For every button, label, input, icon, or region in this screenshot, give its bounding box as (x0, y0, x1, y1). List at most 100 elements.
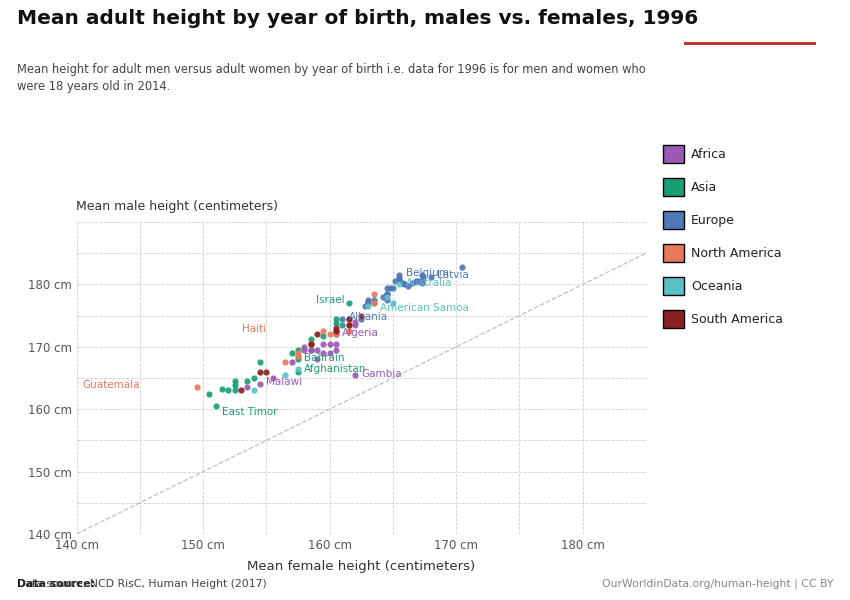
Point (253, 379, 267, 389)
Point (401, 281, 415, 290)
Point (209, 401, 223, 411)
Point (393, 274, 406, 283)
Point (241, 383, 254, 392)
Point (228, 380, 241, 390)
Point (354, 314, 368, 323)
Point (316, 339, 330, 349)
Point (329, 345, 343, 355)
Text: Bahrain: Bahrain (304, 353, 345, 363)
Point (329, 318, 343, 328)
Point (380, 289, 394, 299)
Point (380, 283, 394, 292)
Text: Afghanistan: Afghanistan (304, 364, 366, 374)
Point (348, 320, 362, 330)
Point (393, 280, 406, 289)
Text: Mean male height (centimeters): Mean male height (centimeters) (76, 200, 279, 213)
Text: Europe: Europe (691, 214, 735, 227)
Point (388, 277, 402, 286)
Point (393, 275, 406, 284)
Point (310, 345, 324, 355)
Point (228, 376, 241, 386)
Text: Data source:: Data source: (17, 579, 95, 589)
Point (292, 352, 305, 361)
Point (303, 345, 317, 355)
Point (298, 345, 311, 355)
Point (329, 326, 343, 336)
Point (416, 274, 430, 283)
Point (329, 339, 343, 349)
Point (380, 289, 394, 299)
Point (329, 329, 343, 339)
Point (222, 386, 235, 395)
Text: in Data: in Data (726, 28, 774, 41)
Point (396, 278, 410, 288)
Point (292, 364, 305, 373)
Point (292, 355, 305, 364)
Point (415, 278, 428, 288)
Point (342, 326, 355, 336)
Point (323, 329, 337, 339)
Point (279, 358, 292, 367)
Text: OurWorldinData.org/human-height | CC BY: OurWorldinData.org/human-height | CC BY (602, 578, 833, 589)
Point (424, 272, 438, 282)
Point (202, 389, 216, 398)
Text: Algeria: Algeria (343, 328, 379, 338)
Point (329, 323, 343, 333)
Point (342, 320, 355, 330)
Point (336, 320, 349, 330)
Text: Our World: Our World (717, 12, 784, 25)
Point (316, 331, 330, 340)
Text: Haiti: Haiti (242, 324, 266, 334)
Point (456, 262, 469, 272)
Text: Latvia: Latvia (437, 270, 469, 280)
Point (383, 283, 397, 292)
Text: Guatemala: Guatemala (82, 380, 139, 391)
Point (246, 373, 260, 383)
Point (329, 329, 343, 339)
Point (380, 295, 394, 305)
Point (367, 298, 381, 308)
Point (367, 298, 381, 308)
Point (342, 314, 355, 323)
Point (367, 295, 381, 305)
Point (386, 283, 400, 292)
Point (259, 367, 273, 377)
Point (360, 295, 374, 305)
Point (303, 335, 317, 344)
Point (285, 358, 298, 367)
Point (303, 339, 317, 349)
Text: Albania: Albania (348, 313, 388, 322)
Point (253, 367, 267, 377)
Text: South America: South America (691, 313, 783, 326)
Point (310, 329, 324, 339)
Point (285, 348, 298, 358)
Text: Africa: Africa (691, 148, 727, 161)
Point (360, 301, 374, 311)
Point (303, 339, 317, 349)
Point (310, 355, 324, 364)
Point (253, 358, 267, 367)
Point (393, 270, 406, 280)
Text: Malawi: Malawi (266, 377, 303, 388)
Point (342, 320, 355, 330)
Bar (684, 42, 816, 45)
Text: American Samoa: American Samoa (380, 303, 469, 313)
Point (303, 345, 317, 355)
Point (354, 311, 368, 320)
Point (303, 339, 317, 349)
Point (292, 352, 305, 361)
Text: Oceania: Oceania (691, 280, 743, 293)
Point (292, 348, 305, 358)
Text: Asia: Asia (691, 181, 717, 194)
Point (279, 370, 292, 380)
Point (298, 342, 311, 352)
Point (342, 314, 355, 323)
Point (241, 376, 254, 386)
Point (336, 314, 349, 323)
Point (386, 298, 400, 308)
Point (190, 383, 203, 392)
Text: Australia: Australia (405, 278, 452, 288)
Point (215, 385, 229, 394)
Point (380, 289, 394, 299)
Point (348, 370, 362, 380)
